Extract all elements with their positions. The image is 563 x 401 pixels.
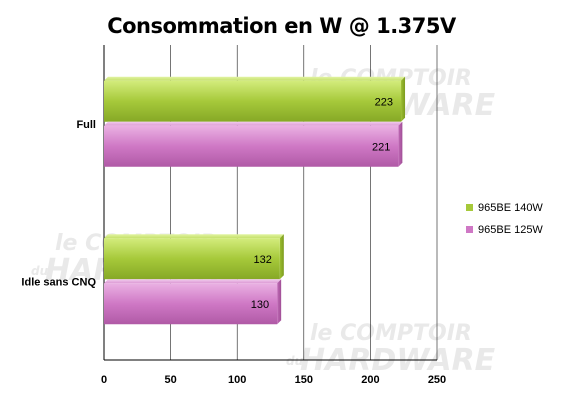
data-label: 130 bbox=[251, 299, 269, 311]
watermark-prefix: du bbox=[286, 354, 304, 368]
x-tick-label: 200 bbox=[361, 374, 379, 386]
category-label: Full bbox=[76, 119, 96, 131]
bar-top-face bbox=[104, 279, 282, 284]
chart-title: Consommation en W @ 1.375V bbox=[107, 14, 456, 38]
bar-top-face bbox=[104, 76, 406, 81]
bar-side-face bbox=[398, 121, 403, 167]
data-label: 221 bbox=[372, 141, 390, 153]
data-label: 223 bbox=[375, 96, 393, 108]
x-tick-label: 100 bbox=[228, 374, 246, 386]
x-tick-label: 250 bbox=[428, 374, 446, 386]
watermark-line1: le COMPTOIR bbox=[310, 321, 472, 346]
bar bbox=[104, 238, 280, 280]
bar bbox=[104, 283, 278, 325]
data-label: 132 bbox=[253, 254, 271, 266]
bar-side-face bbox=[401, 76, 406, 122]
watermark-prefix: du bbox=[31, 264, 49, 278]
legend-swatch bbox=[466, 204, 473, 211]
legend-swatch bbox=[466, 226, 473, 233]
category-label: Idle sans CNQ bbox=[21, 276, 96, 288]
bar-side-face bbox=[277, 279, 282, 325]
legend-label: 965BE 140W bbox=[478, 202, 543, 214]
x-tick-label: 0 bbox=[101, 374, 107, 386]
bar bbox=[104, 125, 399, 167]
bar-top-face bbox=[104, 234, 284, 239]
x-tick-label: 150 bbox=[295, 374, 313, 386]
legend-label: 965BE 125W bbox=[478, 224, 543, 236]
x-tick-label: 50 bbox=[164, 374, 176, 386]
bar-top-face bbox=[104, 121, 403, 126]
bar-side-face bbox=[279, 234, 284, 280]
bar bbox=[104, 80, 402, 122]
